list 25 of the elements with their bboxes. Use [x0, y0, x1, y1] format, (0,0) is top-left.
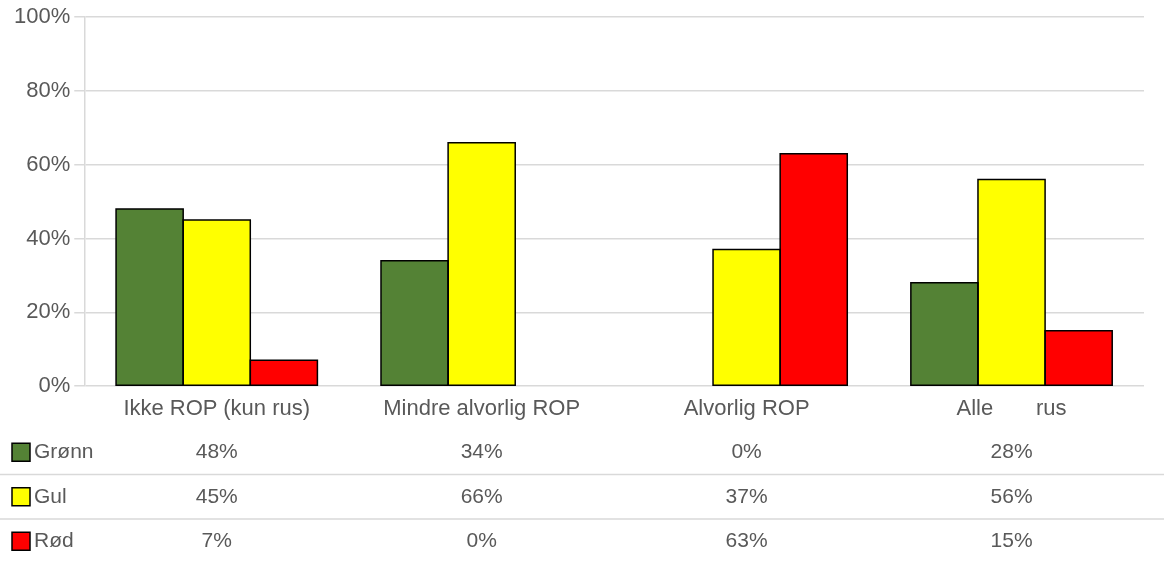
data-label: 0%	[731, 439, 762, 463]
legend-label: Gul	[34, 483, 67, 507]
data-label: 66%	[460, 483, 503, 507]
y-tick-label: 100%	[13, 3, 71, 29]
data-label: 48%	[195, 439, 238, 463]
data-label: 7%	[201, 528, 232, 552]
data-label: 15%	[990, 528, 1033, 552]
x-tick-label: Alvorlig ROP	[683, 395, 810, 421]
data-label: 63%	[725, 528, 768, 552]
data-label: 56%	[990, 483, 1033, 507]
x-tick-label: Alle rus	[956, 395, 1067, 421]
y-tick-label: 20%	[26, 298, 71, 324]
x-tick-label: Mindre alvorlig ROP	[383, 395, 581, 421]
y-tick-label: 40%	[26, 224, 71, 250]
data-label: 34%	[460, 439, 503, 463]
legend-label: Grønn	[34, 439, 94, 463]
y-tick-label: 60%	[26, 150, 71, 176]
y-tick-label: 80%	[26, 77, 71, 103]
data-label: 0%	[466, 528, 497, 552]
data-label: 45%	[195, 483, 238, 507]
data-label: 37%	[725, 483, 768, 507]
data-label: 28%	[990, 439, 1033, 463]
x-tick-label: Ikke ROP (kun rus)	[123, 395, 311, 421]
y-tick-label: 0%	[38, 372, 71, 398]
legend-label: Rød	[34, 528, 74, 552]
